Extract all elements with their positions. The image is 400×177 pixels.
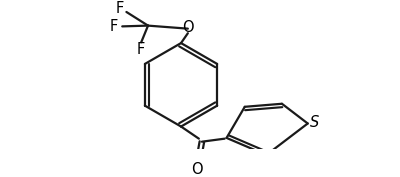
Text: F: F xyxy=(116,1,124,16)
Text: O: O xyxy=(182,20,194,35)
Text: F: F xyxy=(137,42,145,57)
Text: O: O xyxy=(191,162,203,177)
Text: F: F xyxy=(110,19,118,34)
Text: S: S xyxy=(310,115,319,130)
